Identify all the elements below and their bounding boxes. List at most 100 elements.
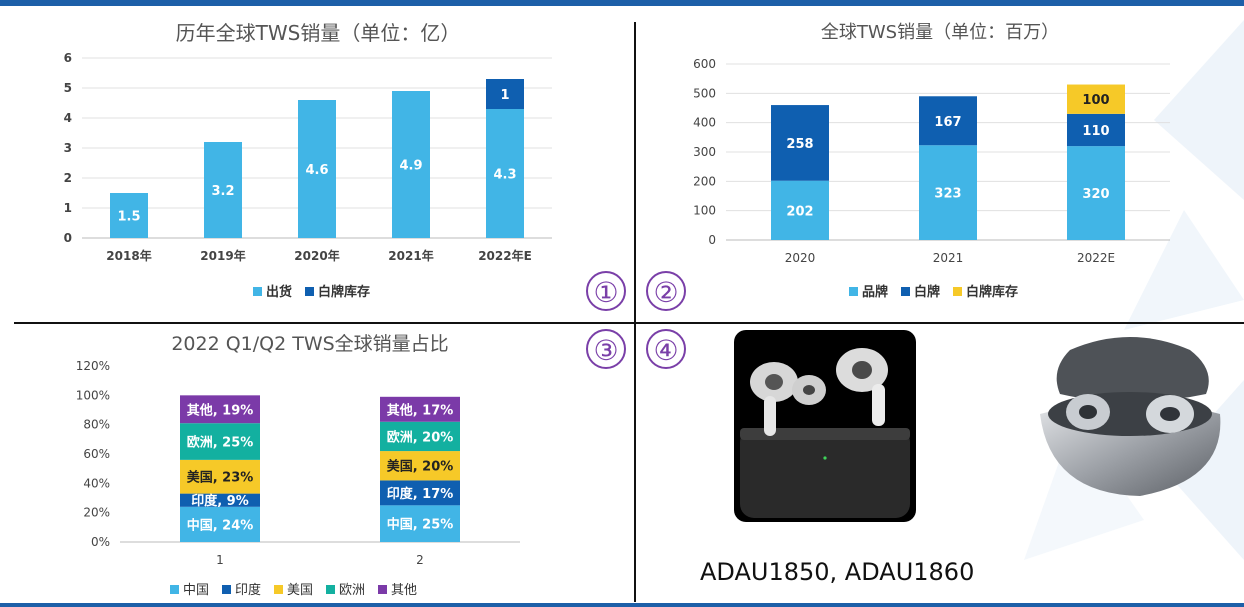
x-tick-label: 2020 bbox=[785, 251, 816, 265]
x-tick-label: 2021年 bbox=[388, 248, 433, 263]
data-label: 印度, 17% bbox=[387, 486, 454, 502]
y-tick-label: 3 bbox=[64, 141, 72, 155]
legend-label: 中国 bbox=[183, 583, 209, 598]
data-label: 4.3 bbox=[493, 168, 516, 183]
data-label: 欧洲, 20% bbox=[387, 429, 454, 445]
bar-segment bbox=[204, 142, 242, 238]
legend-label: 欧洲 bbox=[339, 583, 365, 598]
legend-swatch bbox=[305, 287, 314, 296]
data-label: 中国, 24% bbox=[187, 517, 254, 533]
legend-label: 出货 bbox=[266, 284, 292, 300]
horizontal-divider bbox=[14, 322, 1244, 324]
legend-label: 美国 bbox=[287, 583, 313, 598]
y-tick-label: 300 bbox=[693, 145, 716, 159]
x-tick-label: 2022E bbox=[1077, 251, 1115, 265]
data-label: 美国, 20% bbox=[387, 459, 454, 475]
x-tick-label: 2020年 bbox=[294, 248, 339, 263]
y-tick-label: 100 bbox=[693, 204, 716, 218]
chart-title: 2022 Q1/Q2 TWS全球销量占比 bbox=[171, 333, 448, 355]
background-triangle-pattern bbox=[1024, 20, 1244, 560]
y-tick-label: 600 bbox=[693, 57, 716, 71]
data-label: 100 bbox=[1082, 93, 1109, 108]
data-label: 1 bbox=[500, 88, 509, 103]
bar-segment bbox=[110, 193, 148, 238]
legend-label: 白牌库存 bbox=[318, 284, 370, 300]
legend-swatch bbox=[253, 287, 262, 296]
chart-annual-tws-sales: 历年全球TWS销量（单位：亿） 0 1 2 3 4 5 6 1.5 2018年 3.2 2019年 4.… bbox=[64, 21, 552, 300]
bar-segment bbox=[392, 91, 430, 238]
data-label: 323 bbox=[934, 187, 961, 202]
y-tick-label: 4 bbox=[64, 111, 72, 125]
data-label: 110 bbox=[1082, 124, 1109, 139]
y-tick-label: 200 bbox=[693, 174, 716, 188]
circled-number-1: ① bbox=[586, 271, 626, 311]
y-tick-label: 6 bbox=[64, 51, 72, 65]
circled-number-2: ② bbox=[646, 271, 686, 311]
data-label: 320 bbox=[1082, 187, 1109, 202]
bar-segment bbox=[771, 105, 829, 181]
legend-swatch bbox=[953, 287, 962, 296]
data-label: 美国, 23% bbox=[187, 470, 254, 486]
data-label: 其他, 19% bbox=[187, 402, 254, 418]
data-label: 1.5 bbox=[117, 210, 140, 225]
y-tick-label: 2 bbox=[64, 171, 72, 185]
y-tick-label: 0% bbox=[91, 535, 110, 549]
bar-segment bbox=[180, 506, 260, 542]
x-tick-label: 2 bbox=[416, 553, 424, 567]
x-tick-label: 2019年 bbox=[200, 248, 245, 263]
data-label: 4.6 bbox=[305, 163, 328, 178]
y-tick-label: 500 bbox=[693, 86, 716, 100]
y-tick-label: 20% bbox=[83, 506, 110, 520]
y-tick-label: 1 bbox=[64, 201, 72, 215]
bar-segment bbox=[919, 145, 977, 240]
bar-segment bbox=[380, 421, 460, 452]
bar-segment bbox=[180, 395, 260, 424]
product-caption: ADAU1850, ADAU1860 bbox=[700, 558, 975, 586]
bottom-accent-bar bbox=[0, 603, 1244, 607]
circled-number-4: ④ bbox=[646, 329, 686, 369]
legend-swatch bbox=[326, 585, 335, 594]
bar-segment bbox=[1067, 146, 1125, 240]
legend-swatch bbox=[378, 585, 387, 594]
legend-label: 其他 bbox=[391, 583, 417, 598]
bar-segment bbox=[380, 505, 460, 542]
data-label: 4.9 bbox=[399, 159, 422, 174]
data-label: 其他, 17% bbox=[387, 402, 454, 418]
bar-segment bbox=[380, 396, 460, 422]
top-accent-bar bbox=[0, 0, 1244, 6]
y-tick-label: 60% bbox=[83, 447, 110, 461]
y-tick-label: 100% bbox=[76, 388, 110, 402]
chart-global-tws-sales-millions: 全球TWS销量（单位：百万） 0 100 200 300 400 500 600 202 258 2… bbox=[693, 22, 1170, 300]
y-tick-label: 5 bbox=[64, 81, 72, 95]
legend-swatch bbox=[222, 585, 231, 594]
silver-earbuds-product-image bbox=[1040, 337, 1221, 496]
x-tick-label: 2021 bbox=[933, 251, 964, 265]
bar-segment bbox=[298, 100, 336, 238]
data-label: 3.2 bbox=[211, 184, 234, 199]
y-tick-label: 400 bbox=[693, 116, 716, 130]
data-label: 258 bbox=[786, 137, 813, 152]
x-tick-label: 2022年E bbox=[478, 248, 532, 263]
y-tick-label: 120% bbox=[76, 359, 110, 373]
data-label: 欧洲, 25% bbox=[187, 435, 254, 451]
vertical-divider bbox=[634, 22, 636, 602]
bar-segment bbox=[919, 96, 977, 146]
data-label: 印度, 9% bbox=[191, 493, 249, 509]
data-label: 中国, 25% bbox=[387, 517, 454, 533]
legend-label: 白牌 bbox=[914, 284, 940, 300]
bar-segment bbox=[486, 109, 524, 238]
legend-label: 品牌 bbox=[862, 284, 888, 300]
bar-segment bbox=[1067, 84, 1125, 114]
bar-segment bbox=[180, 493, 260, 507]
circled-number-3: ③ bbox=[586, 329, 626, 369]
y-tick-label: 40% bbox=[83, 476, 110, 490]
chart-title: 全球TWS销量（单位：百万） bbox=[821, 22, 1059, 43]
bar-segment bbox=[380, 451, 460, 481]
legend-swatch bbox=[901, 287, 910, 296]
bar-segment bbox=[771, 180, 829, 240]
chart-2022-q1-q2-share: 2022 Q1/Q2 TWS全球销量占比0%20%40%60%80%100%12… bbox=[76, 333, 520, 598]
airpods-product-image bbox=[734, 330, 916, 522]
legend-swatch bbox=[170, 585, 179, 594]
legend-label: 印度 bbox=[235, 582, 261, 598]
bar-segment bbox=[180, 423, 260, 460]
